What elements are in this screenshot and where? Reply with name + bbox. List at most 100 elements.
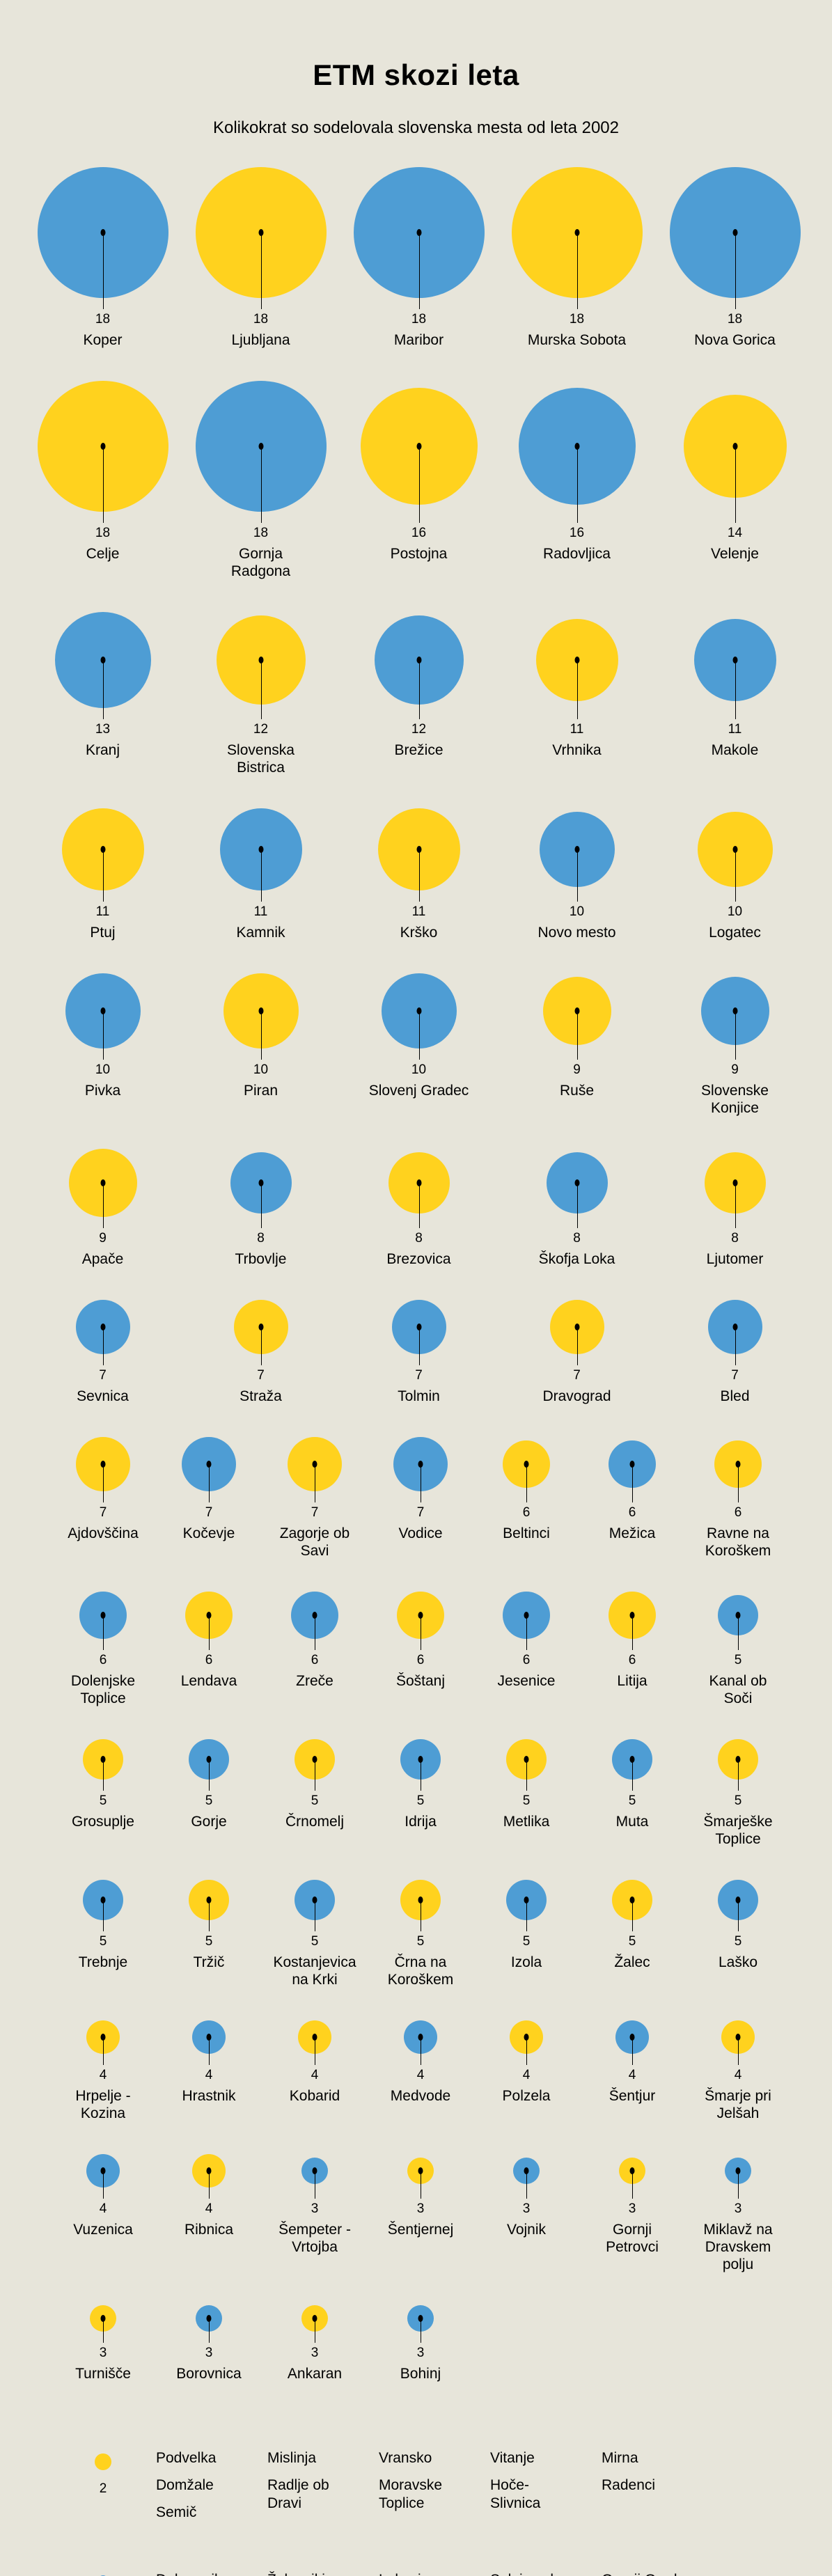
- bubble-count: 7: [573, 1368, 581, 1383]
- legend-count: 2: [99, 2481, 107, 2496]
- bubble-cell: 6 Litija: [579, 1592, 685, 1707]
- bubble-stem-line: [102, 1183, 104, 1228]
- bubble-stem-line: [102, 849, 104, 902]
- bubble-cell: 11 Kamnik: [182, 808, 340, 941]
- bubble-stage: [50, 2154, 156, 2199]
- bubble-stage: [656, 1149, 814, 1228]
- bubble-stage: [182, 381, 340, 523]
- bubble-stage: [368, 2020, 473, 2065]
- bubble-stem-line: [209, 1900, 210, 1931]
- bubble-cell: 6 Lendava: [156, 1592, 262, 1707]
- bubble-stem-line: [738, 1900, 739, 1931]
- bubble-city-label: Brezovica: [386, 1251, 451, 1267]
- bubble-city-label: Kočevje: [182, 1525, 235, 1541]
- bubble-cell: 7 Straža: [182, 1300, 340, 1405]
- bubble-stem-line: [102, 660, 104, 719]
- bubble-center-dot-icon: [416, 1324, 421, 1330]
- bubble-count: 12: [411, 722, 427, 737]
- bubble-count: 18: [253, 312, 269, 327]
- bubble-count: 3: [522, 2201, 531, 2216]
- bubble-stage: [182, 612, 340, 719]
- bubble-stem-line: [260, 1011, 262, 1060]
- bubble-count: 7: [416, 1505, 425, 1520]
- bubble-center-dot-icon: [206, 2034, 212, 2041]
- bubble-cell: 4 Polzela: [473, 2020, 579, 2122]
- bubble-city-label: Tržič: [193, 1954, 225, 1970]
- bubble-city-label: Zreče: [296, 1673, 333, 1689]
- bubble-center-dot-icon: [524, 1896, 529, 1903]
- bubble-city-label: Gornja Radgona: [230, 546, 291, 579]
- bubble-cell: 11 Makole: [656, 612, 814, 776]
- bubble-center-dot-icon: [629, 2034, 635, 2041]
- header: ETM skozi leta Kolikokrat so sodelovala …: [0, 0, 832, 138]
- bubble-stem-line: [260, 1327, 262, 1365]
- bubble-stem-line: [260, 446, 262, 523]
- bubble-center-dot-icon: [574, 1324, 579, 1330]
- bubble-center-dot-icon: [732, 846, 737, 853]
- bubble-stem-line: [576, 660, 578, 719]
- bubble-stage: [50, 1880, 156, 1931]
- bubble-stem-line: [209, 2037, 210, 2065]
- bubble-stem-line: [103, 2037, 104, 2065]
- bubble-city-label: Črna na Koroškem: [387, 1954, 454, 1988]
- bubble-city-label: Škofja Loka: [538, 1251, 615, 1267]
- bubble-stage: [498, 1149, 656, 1228]
- bubble-row: 7 Ajdovščina 7 Kočevje 7 Zagorje ob Savi 7 Vodi…: [50, 1437, 832, 1560]
- bubble-count: 3: [416, 2346, 425, 2360]
- bubble-city-label: Murska Sobota: [527, 332, 627, 348]
- bubble-center-dot-icon: [258, 657, 263, 663]
- bubble-stage: [156, 2305, 262, 2343]
- bubble-city-label: Piran: [243, 1083, 278, 1099]
- bubble-cell: 6 Jesenice: [473, 1592, 579, 1707]
- bubble-cell: 5 Kanal ob Soči: [685, 1592, 791, 1707]
- bubble-center-dot-icon: [312, 2315, 317, 2322]
- bubble-stem-line: [735, 1011, 736, 1060]
- bubble-city-label: Celje: [86, 546, 120, 562]
- bubble-center-dot-icon: [312, 2167, 317, 2174]
- bubble-count: 3: [734, 2201, 742, 2216]
- bubble-stem-line: [260, 849, 262, 902]
- bubble-city-label: Kanal ob Soči: [709, 1673, 767, 1706]
- bubble-cell: 13 Kranj: [24, 612, 182, 776]
- bubble-cell: 8 Ljutomer: [656, 1149, 814, 1268]
- bubble-count: 11: [728, 722, 742, 737]
- bubble-stage: [473, 1880, 579, 1931]
- bubble-cell: 18 Celje: [24, 381, 182, 580]
- bubble-center-dot-icon: [418, 1756, 423, 1763]
- bubble-center-dot-icon: [100, 2167, 106, 2174]
- legend-column: DobrovnikŠenčurŽirovnicaIvančna Gorica: [156, 2571, 267, 2576]
- bubble-count: 6: [416, 1653, 425, 1667]
- bubble-city-label: Apače: [81, 1251, 124, 1267]
- bubble-cell: 7 Dravograd: [498, 1300, 656, 1405]
- bubble-cell: 5 Žalec: [579, 1880, 685, 1988]
- bubble-count: 3: [99, 2346, 107, 2360]
- bubble-count: 4: [416, 2068, 425, 2082]
- bubble-city-label: Medvode: [390, 2088, 451, 2104]
- bubble-city-label: Šoštanj: [395, 1673, 446, 1689]
- bubble-stage: [368, 1437, 473, 1502]
- bubble-center-dot-icon: [735, 2034, 741, 2041]
- bubble-count: 5: [522, 1934, 531, 1949]
- bubble-center-dot-icon: [416, 657, 421, 663]
- bubble-cell: 5 Črnomelj: [262, 1739, 368, 1848]
- bubble-count: 11: [411, 904, 426, 919]
- bubble-center-dot-icon: [258, 229, 263, 236]
- bubble-city-label: Zagorje ob Savi: [279, 1525, 350, 1559]
- bubble-cell: 8 Trbovlje: [182, 1149, 340, 1268]
- bubble-count: 4: [99, 2201, 107, 2216]
- bubble-stage: [498, 808, 656, 902]
- bubble-center-dot-icon: [416, 846, 421, 853]
- bubble-center-dot-icon: [100, 443, 105, 450]
- bubble-center-dot-icon: [574, 1007, 579, 1014]
- bubble-city-label: Gorje: [191, 1814, 227, 1830]
- legend-city-label: Radlje ob Dravi: [267, 2477, 329, 2511]
- bubble-count: 18: [569, 312, 585, 327]
- bubble-center-dot-icon: [735, 1461, 741, 1468]
- bubble-stage: [340, 1300, 498, 1365]
- bubble-count: 10: [569, 904, 585, 919]
- bubble-center-dot-icon: [574, 657, 579, 663]
- bubble-count: 6: [99, 1653, 107, 1667]
- bubble-row: 18 Celje 18 Gornja Radgona 16 Postojna 16 Radov…: [24, 381, 832, 580]
- bubble-stage: [656, 973, 814, 1060]
- bubble-row: 10 Pivka 10 Piran 10 Slovenj Gradec 9 Ruše 9 Slov…: [24, 973, 832, 1117]
